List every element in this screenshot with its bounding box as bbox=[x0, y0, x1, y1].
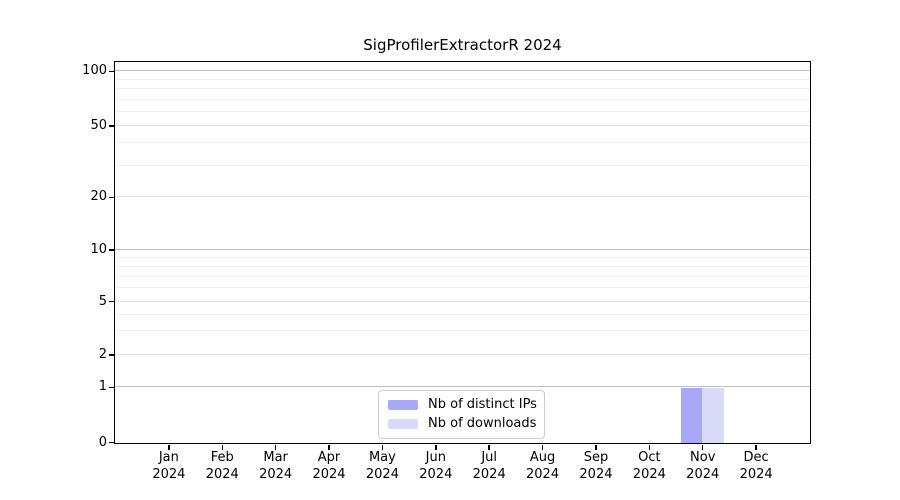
minor-gridline-6 bbox=[115, 287, 810, 289]
minor-gridline-30 bbox=[115, 164, 810, 166]
minor-gridline-90 bbox=[115, 78, 810, 80]
chart-title: SigProfilerExtractorR 2024 bbox=[363, 36, 562, 54]
gridline-y-10 bbox=[115, 249, 810, 251]
legend-label-distinct-ips: Nb of distinct IPs bbox=[428, 397, 537, 412]
legend: Nb of distinct IPs Nb of downloads bbox=[378, 390, 545, 439]
gridline-y-1 bbox=[115, 386, 810, 388]
legend-item-downloads: Nb of downloads bbox=[388, 416, 537, 432]
minor-gridline-70 bbox=[115, 98, 810, 100]
x-tick-label-apr: Apr 2024 bbox=[312, 450, 346, 482]
y-tick-5 bbox=[109, 300, 114, 303]
bar-nb-of-downloads-nov bbox=[702, 387, 724, 443]
y-tick-label-5: 5 bbox=[98, 293, 107, 309]
x-tick-label-nov: Nov 2024 bbox=[686, 450, 720, 482]
x-tick-label-jan: Jan 2024 bbox=[152, 450, 186, 482]
minor-gridline-40 bbox=[115, 142, 810, 144]
x-tick-label-mar: Mar 2024 bbox=[259, 450, 293, 482]
y-tick-label-100: 100 bbox=[82, 63, 107, 79]
gridline-y-50 bbox=[115, 124, 810, 126]
x-tick-aug bbox=[541, 444, 544, 450]
gridline-y-20 bbox=[115, 196, 810, 198]
minor-gridline-4 bbox=[115, 313, 810, 315]
x-tick-label-sep: Sep 2024 bbox=[579, 450, 613, 482]
bar-nb-of-distinct-ips-nov bbox=[680, 387, 703, 443]
y-tick-20 bbox=[109, 196, 114, 199]
y-tick-0 bbox=[109, 441, 114, 444]
x-tick-nov bbox=[701, 444, 704, 450]
legend-label-downloads: Nb of downloads bbox=[428, 416, 537, 431]
y-tick-50 bbox=[109, 125, 114, 127]
y-tick-label-2: 2 bbox=[98, 347, 107, 363]
x-tick-label-aug: Aug 2024 bbox=[526, 450, 560, 482]
y-tick-label-20: 20 bbox=[90, 189, 107, 205]
x-tick-jan bbox=[168, 444, 170, 450]
gridline-y-2 bbox=[115, 354, 810, 356]
minor-gridline-8 bbox=[115, 265, 810, 267]
x-tick-label-dec: Dec 2024 bbox=[739, 450, 773, 482]
y-tick-1 bbox=[109, 386, 114, 389]
x-tick-mar bbox=[274, 444, 277, 450]
x-tick-jun bbox=[435, 444, 437, 450]
gridline-y-5 bbox=[115, 300, 810, 302]
x-tick-jul bbox=[488, 444, 490, 450]
y-tick-label-10: 10 bbox=[90, 242, 107, 258]
y-tick-10 bbox=[109, 249, 114, 251]
legend-swatch-downloads-icon bbox=[388, 419, 418, 429]
legend-swatch-distinct-ips-icon bbox=[388, 400, 418, 410]
x-tick-apr bbox=[328, 444, 330, 450]
x-tick-label-jun: Jun 2024 bbox=[419, 450, 453, 482]
x-tick-dec bbox=[755, 444, 757, 450]
x-tick-oct bbox=[648, 444, 651, 450]
x-tick-label-jul: Jul 2024 bbox=[472, 450, 506, 482]
x-tick-label-oct: Oct 2024 bbox=[632, 450, 666, 482]
x-tick-feb bbox=[221, 444, 224, 450]
minor-gridline-3 bbox=[115, 330, 810, 332]
gridline-y-100 bbox=[115, 70, 810, 72]
x-tick-label-feb: Feb 2024 bbox=[205, 450, 239, 482]
x-tick-sep bbox=[595, 444, 597, 450]
y-tick-label-0: 0 bbox=[98, 434, 107, 450]
minor-gridline-7 bbox=[115, 275, 810, 277]
y-tick-2 bbox=[109, 354, 114, 356]
minor-gridline-60 bbox=[115, 110, 810, 112]
y-tick-label-50: 50 bbox=[90, 117, 107, 133]
plot-area bbox=[114, 61, 811, 444]
x-tick-label-may: May 2024 bbox=[365, 450, 399, 482]
minor-gridline-9 bbox=[115, 256, 810, 258]
legend-item-distinct-ips: Nb of distinct IPs bbox=[388, 397, 537, 413]
y-tick-100 bbox=[109, 70, 114, 73]
y-tick-label-1: 1 bbox=[98, 379, 107, 395]
x-tick-may bbox=[381, 444, 384, 450]
minor-gridline-80 bbox=[115, 87, 810, 89]
